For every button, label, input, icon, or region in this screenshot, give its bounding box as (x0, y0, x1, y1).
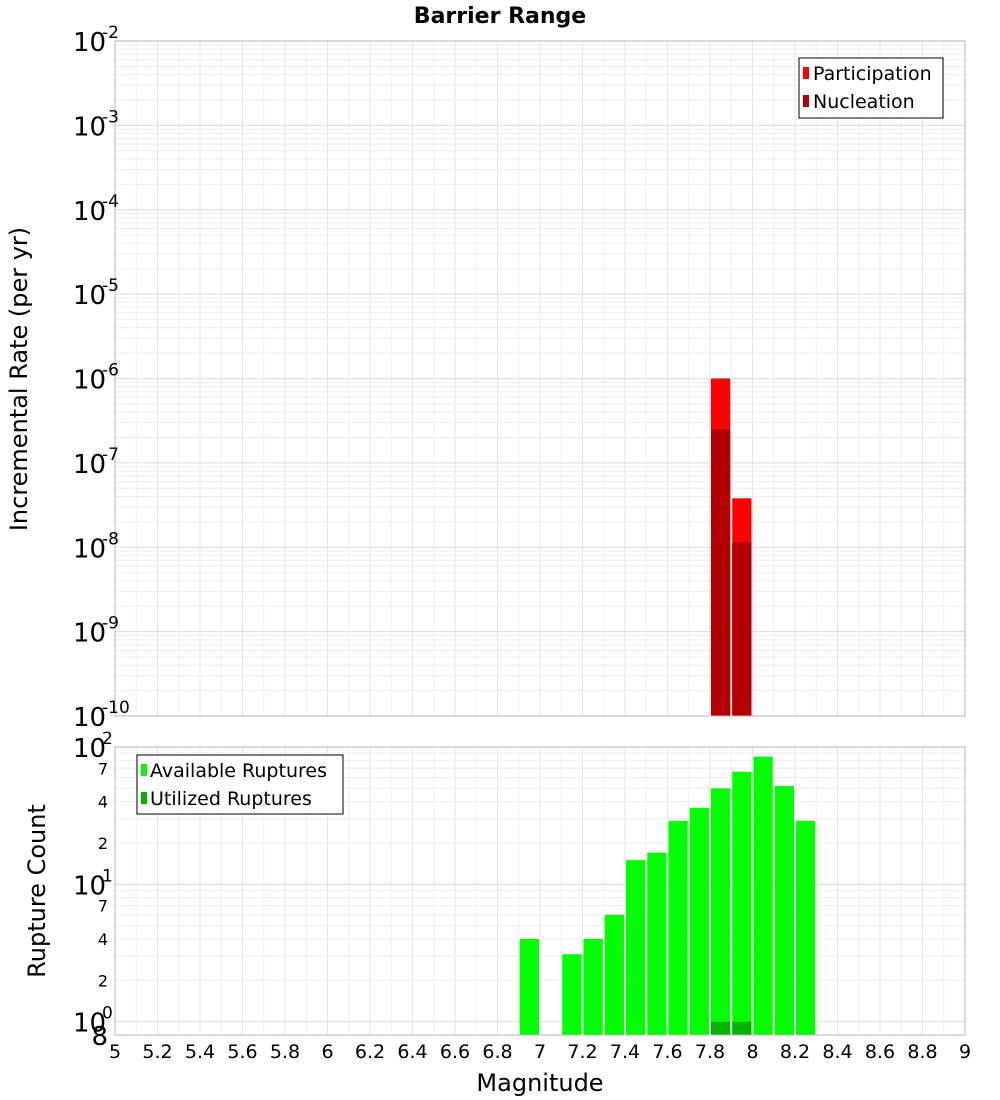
legend-swatch-available-ruptures (141, 764, 147, 776)
y-minor-tick-label: 4 (98, 930, 108, 949)
y-tick-base: 10 (73, 28, 106, 58)
bar-available-ruptures-7.85 (711, 788, 731, 1035)
top-y-axis-label: Incremental Rate (per yr) (5, 227, 33, 531)
x-tick-label: 6.8 (482, 1041, 512, 1063)
top-plot-frame (114, 40, 966, 717)
y-tick-base: 10 (73, 112, 106, 142)
x-tick-label: 7.4 (610, 1041, 640, 1063)
legend-swatch-utilized-ruptures (141, 792, 147, 804)
x-tick-label: 6 (321, 1041, 333, 1063)
bar-available-ruptures-7.55 (647, 852, 667, 1035)
y-tick-base: 10 (73, 366, 106, 396)
y-minor-tick-label: 7 (98, 897, 108, 916)
x-axis-label: Magnitude (476, 1069, 603, 1097)
x-tick-label: 5.8 (270, 1041, 300, 1063)
x-tick-label: 8.2 (780, 1041, 810, 1063)
legend-label-utilized-ruptures: Utilized Ruptures (150, 788, 312, 810)
x-tick-label: 8.8 (907, 1041, 937, 1063)
x-tick-label: 8.4 (822, 1041, 852, 1063)
y-tick-base: 10 (73, 1009, 106, 1039)
chart-title: Barrier Range (414, 4, 586, 29)
y-minor-tick-label: 8 (91, 1022, 108, 1052)
y-tick-exponent: -6 (102, 361, 119, 381)
top-bars (711, 378, 752, 716)
legend-swatch-participation (803, 67, 809, 79)
bar-available-ruptures-7.95 (732, 771, 752, 1035)
x-tick-label: 7.2 (567, 1041, 597, 1063)
bar-available-ruptures-8.05 (753, 756, 773, 1035)
top-legend: Participation Nucleation (798, 57, 944, 119)
bar-nucleation-7.95 (732, 542, 752, 716)
y-minor-tick-label: 2 (98, 834, 108, 853)
x-tick-label: 8.6 (865, 1041, 895, 1063)
y-tick-exponent: 0 (102, 1004, 113, 1024)
y-tick-base: 10 (73, 281, 106, 311)
x-tick-label: 7.8 (695, 1041, 725, 1063)
y-tick-base: 10 (73, 534, 106, 564)
legend-swatch-nucleation (803, 95, 809, 107)
top-grid (114, 40, 966, 717)
bottom-legend-box (136, 754, 344, 815)
bar-available-ruptures-7.65 (668, 820, 688, 1035)
bar-available-ruptures-8.25 (796, 820, 816, 1035)
y-tick-exponent: -8 (102, 529, 119, 549)
x-tick-label: 7 (534, 1041, 546, 1063)
x-tick-label: 8 (746, 1041, 758, 1063)
x-tick-label: 6.6 (440, 1041, 470, 1063)
y-tick-base: 10 (73, 197, 106, 227)
bottom-plot-frame (114, 746, 966, 1036)
x-tick-label: 9 (959, 1041, 971, 1063)
y-tick-base: 10 (73, 450, 106, 480)
bar-utilized-ruptures-7.95 (732, 1021, 752, 1035)
bar-available-ruptures-7.35 (604, 914, 624, 1035)
y-tick-exponent: -3 (102, 107, 119, 127)
x-tick-label: 5.4 (185, 1041, 215, 1063)
y-minor-tick-label: 4 (98, 793, 108, 812)
x-tick-label: 6.4 (397, 1041, 427, 1063)
top-legend-box (798, 57, 944, 119)
bar-nucleation-7.85 (711, 429, 731, 716)
bar-available-ruptures-7.45 (626, 860, 646, 1035)
x-tick-label: 6.2 (355, 1041, 385, 1063)
x-tick-label: 7.6 (652, 1041, 682, 1063)
x-tick-labels: 5 5.2 5.4 5.6 5.8 6 6.2 6.4 6.6 6.8 7 7.2 7.4 7.6 7.8 8… (109, 1041, 971, 1063)
x-tick-label: 5 (109, 1041, 121, 1063)
bar-available-ruptures-7.25 (583, 939, 603, 1035)
y-tick-base: 10 (73, 703, 106, 733)
legend-label-participation: Participation (813, 63, 932, 85)
bottom-legend: Available Ruptures Utilized Ruptures (136, 754, 344, 815)
bottom-y-axis-label: Rupture Count (23, 804, 51, 978)
y-minor-tick-label: 2 (98, 971, 108, 990)
y-tick-exponent: 1 (102, 866, 113, 886)
bar-available-ruptures-6.95 (519, 939, 539, 1035)
y-minor-tick-label: 7 (98, 759, 108, 778)
y-tick-exponent: -7 (102, 445, 119, 465)
bottom-bars (519, 756, 816, 1035)
bar-available-ruptures-7.75 (689, 807, 709, 1035)
y-tick-exponent: -10 (102, 698, 130, 718)
y-tick-exponent: -5 (102, 276, 119, 296)
bar-utilized-ruptures-7.85 (711, 1021, 731, 1035)
bar-available-ruptures-7.15 (562, 954, 582, 1035)
x-tick-label: 5.2 (142, 1041, 172, 1063)
x-tick-label: 5.6 (227, 1041, 257, 1063)
y-tick-base: 10 (73, 871, 106, 901)
legend-label-nucleation: Nucleation (813, 91, 915, 113)
y-tick-exponent: 2 (102, 729, 113, 749)
y-tick-base: 10 (73, 619, 106, 649)
y-tick-exponent: -9 (102, 614, 119, 634)
legend-label-available-ruptures: Available Ruptures (150, 760, 327, 782)
y-tick-exponent: -4 (102, 192, 119, 212)
bar-available-ruptures-8.15 (774, 786, 794, 1035)
y-tick-base: 10 (73, 734, 106, 764)
y-tick-exponent: -2 (102, 23, 119, 43)
